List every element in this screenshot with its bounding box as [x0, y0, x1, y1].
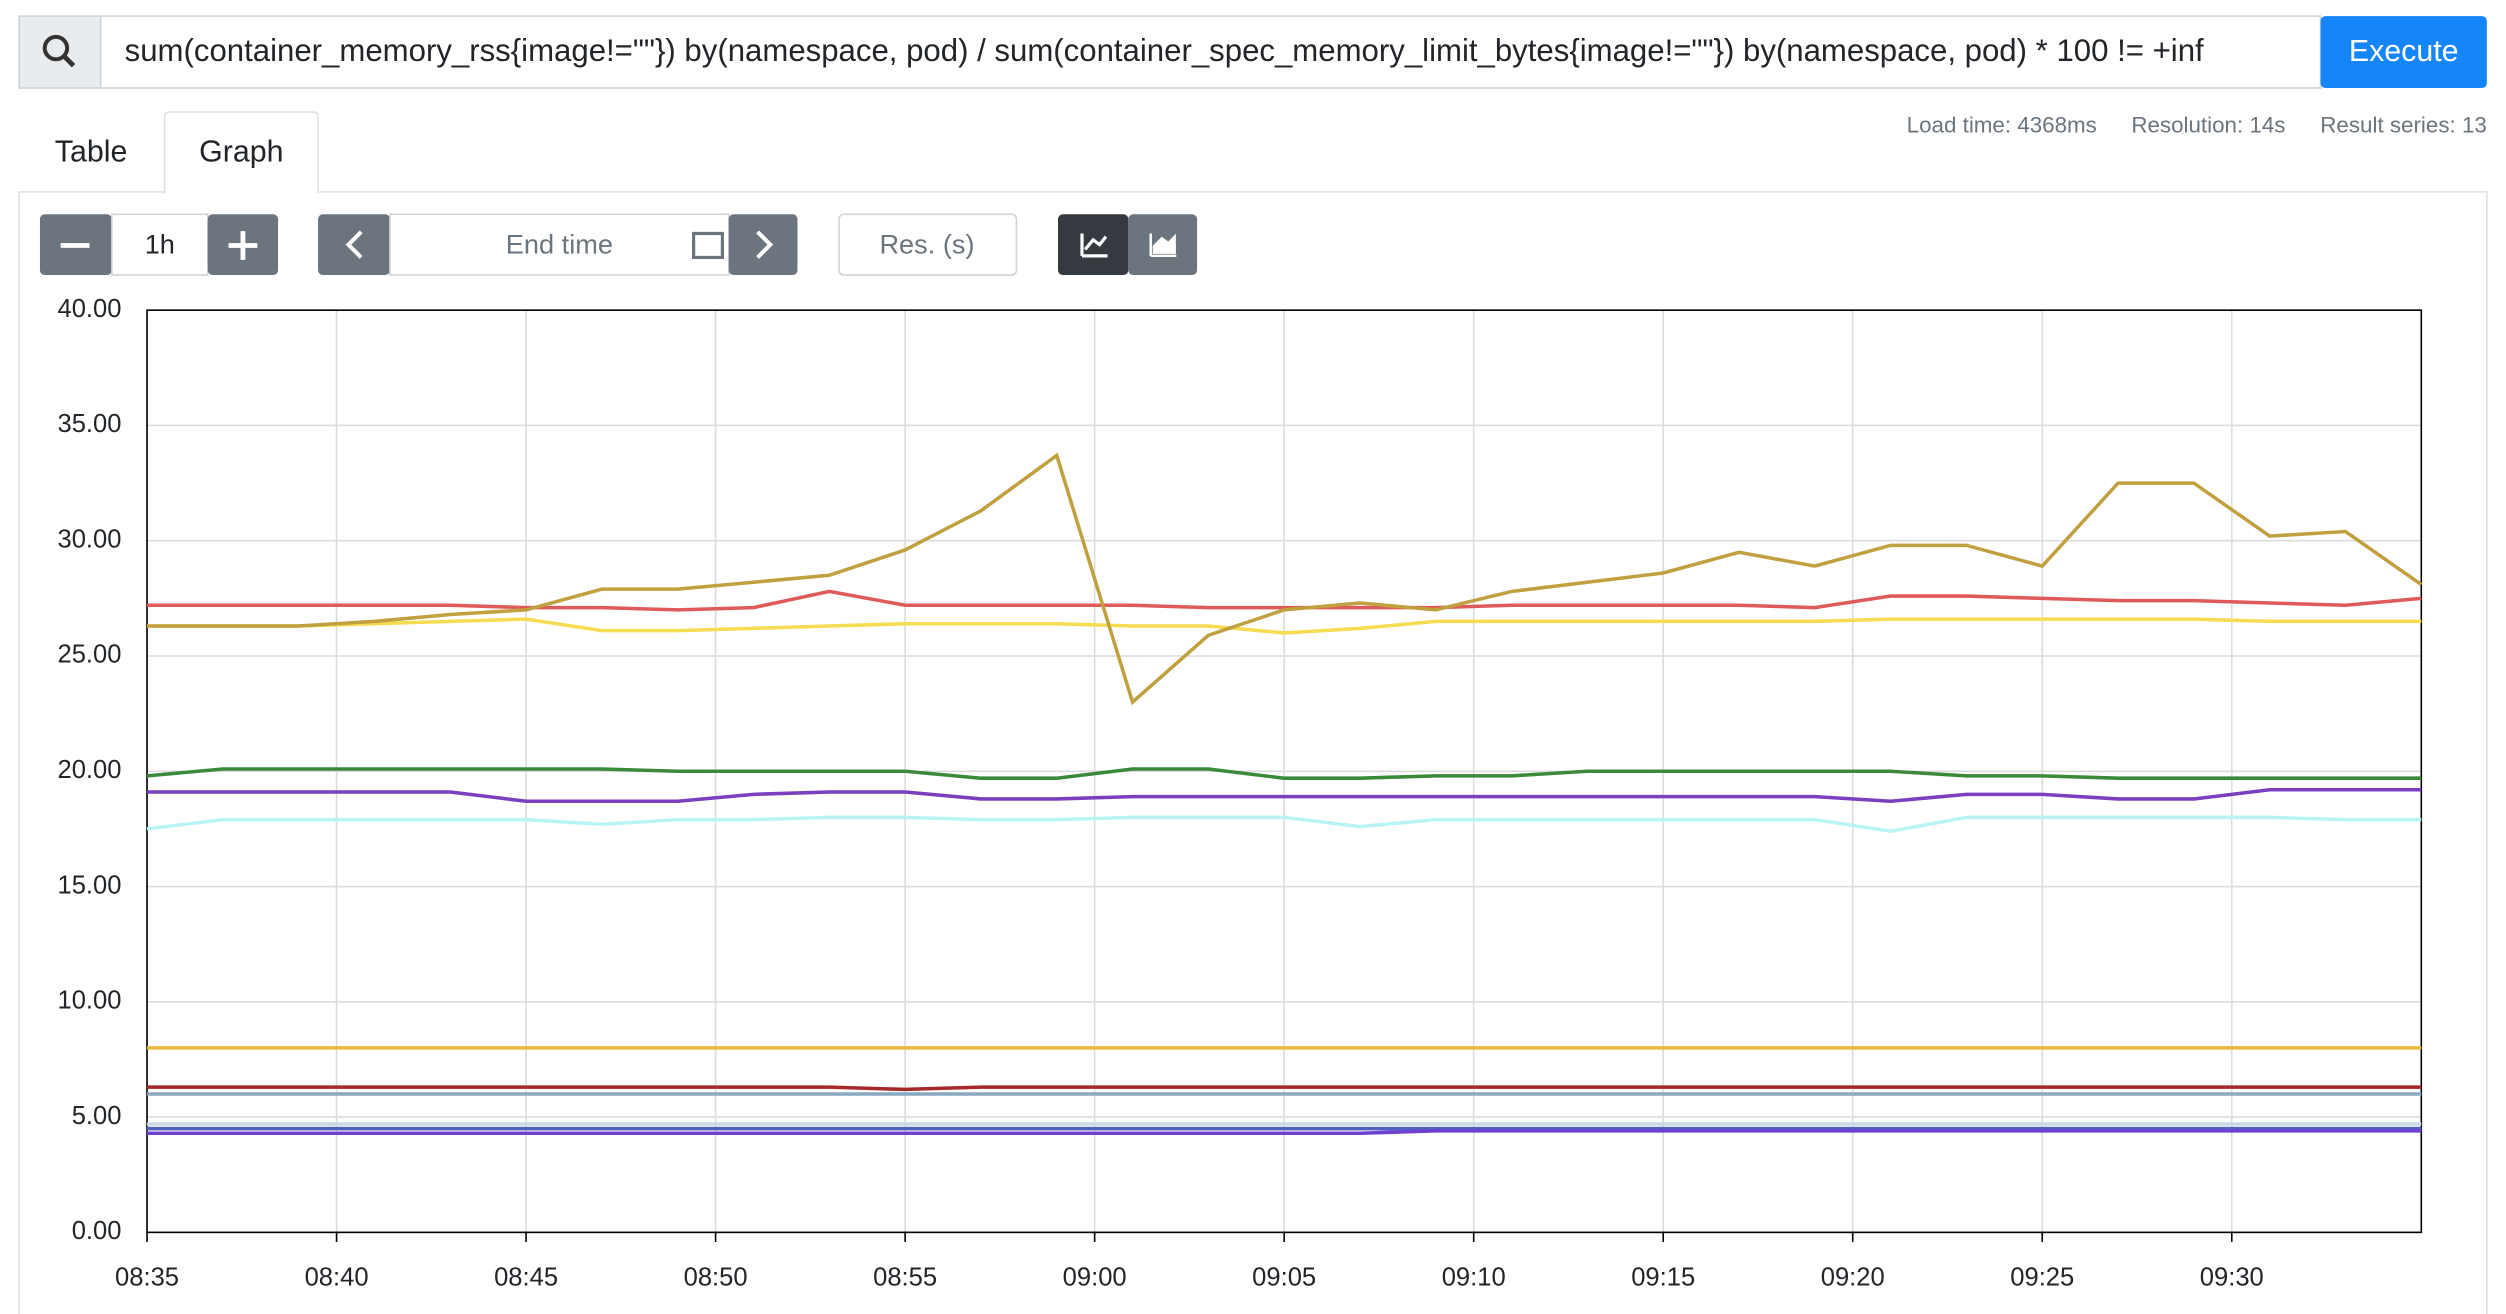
x-tick-label: 09:25 — [2010, 1263, 2074, 1291]
minus-icon — [60, 243, 90, 248]
search-icon — [62, 54, 76, 68]
stat: Result series: 13 — [2320, 112, 2487, 137]
tab[interactable]: Graph — [199, 136, 283, 169]
x-tick-label: 09:20 — [1821, 1263, 1885, 1291]
range: 1h — [145, 228, 175, 259]
y-tick-label: 5.00 — [72, 1102, 122, 1130]
series-line — [146, 815, 2422, 833]
x-tick-label: 09:05 — [1252, 1263, 1316, 1291]
end-time: End time — [506, 228, 613, 259]
x-tick-label: 09:15 — [1631, 1263, 1695, 1291]
plot: 0.00 5.00 10.00 15.00 20.00 25.00 30.00 35.00 40… — [57, 295, 2423, 1291]
y-tick-label: 15.00 — [57, 871, 121, 899]
next-button[interactable] — [728, 214, 798, 276]
series-line — [147, 589, 2422, 612]
series-line — [147, 1129, 2422, 1135]
y-tick-label: 20.00 — [57, 756, 121, 784]
y-tick-label: 30.00 — [57, 525, 121, 553]
x-tick-label: 08:35 — [115, 1263, 179, 1291]
x-tick-label: 09:30 — [2200, 1263, 2264, 1291]
y-tick-label: 10.00 — [57, 987, 121, 1015]
series-line — [147, 1085, 2422, 1092]
x-tick-label: 08:45 — [494, 1263, 558, 1291]
query-input[interactable] — [99, 15, 2322, 89]
x-tick-label: 08:40 — [305, 1263, 369, 1291]
x-tick-label: 08:50 — [684, 1263, 748, 1291]
y-tick-label: 25.00 — [57, 641, 121, 669]
stat: Resolution: 14s — [2131, 112, 2285, 137]
area-icon — [1149, 233, 1177, 258]
series-line — [147, 787, 2422, 804]
tab[interactable]: Table — [55, 136, 128, 169]
search-icon-box — [18, 15, 102, 89]
execute-label: Execute — [2349, 35, 2459, 68]
search-icon — [42, 34, 70, 62]
prev-icon — [345, 230, 363, 259]
execute-button[interactable] — [2320, 16, 2487, 89]
query-text: sum(container_memory_rss{image!=""}) by(… — [125, 33, 2204, 68]
stat: Load time: 4368ms — [1907, 112, 2097, 137]
y-tick-label: 35.00 — [57, 410, 121, 438]
y-tick-label: 0.00 — [72, 1217, 122, 1245]
y-tick-label: 40.00 — [57, 295, 121, 323]
panel — [18, 191, 2488, 1314]
active-tab[interactable] — [163, 111, 319, 194]
series-line — [147, 452, 2423, 706]
x-tick-label: 09:10 — [1442, 1263, 1506, 1291]
line-icon — [1080, 233, 1108, 258]
series-line — [147, 617, 2422, 635]
line-mode-button[interactable] — [1058, 214, 1129, 276]
next-icon — [756, 230, 774, 259]
calendar-icon[interactable] — [692, 231, 724, 260]
x-tick-label: 08:55 — [873, 1263, 937, 1291]
end-time-input[interactable] — [389, 213, 730, 276]
range-input[interactable] — [111, 213, 209, 276]
series-line — [146, 767, 2422, 780]
prev-button[interactable] — [318, 214, 390, 276]
x-tick-label: 09:00 — [1063, 1263, 1127, 1291]
plot-frame — [146, 309, 2423, 1234]
resolution: Res. (s) — [879, 228, 974, 259]
resolution-input[interactable] — [838, 213, 1018, 276]
plus-icon — [228, 231, 258, 260]
